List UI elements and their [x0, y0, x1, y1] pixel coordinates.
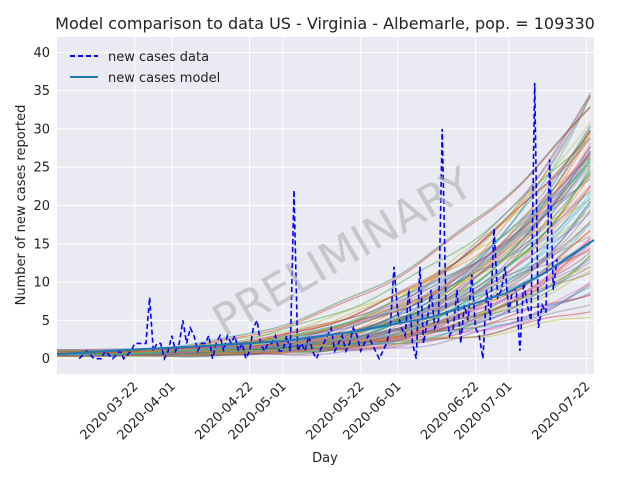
model-ensemble-line	[57, 266, 591, 357]
model-ensemble-line	[57, 132, 591, 357]
legend-model-label: new cases model	[108, 71, 220, 86]
y-tick-labels: 0 5 10 15 20 25 30 35 40	[33, 46, 50, 367]
y-tick-label: 30	[33, 122, 50, 137]
model-ensemble-line	[56, 261, 591, 353]
y-tick-label: 15	[33, 237, 50, 252]
model-ensemble-line	[57, 95, 591, 353]
model-ensemble-line	[57, 237, 591, 354]
y-tick-label: 25	[33, 161, 50, 176]
model-ensemble-line	[56, 121, 591, 354]
model-ensemble-line	[57, 229, 591, 357]
y-tick-label: 35	[33, 84, 50, 99]
model-ensemble-line	[57, 155, 591, 353]
model-ensemble-line	[56, 281, 591, 357]
model-ensemble-line	[56, 172, 591, 354]
model-ensemble-line	[57, 198, 591, 354]
y-tick-label: 0	[42, 352, 50, 367]
model-ensemble-line	[57, 185, 591, 352]
model-ensemble-line	[56, 247, 591, 354]
model-ensemble-line	[57, 247, 591, 355]
model-ensemble-line	[57, 304, 591, 356]
y-tick-label: 40	[33, 46, 50, 61]
model-ensemble-line	[57, 210, 591, 355]
series-new-cases-model	[56, 239, 595, 356]
y-axis-label: Number of new cases reported	[14, 105, 29, 306]
model-ensemble-line	[57, 178, 591, 353]
model-ensemble-line	[56, 258, 591, 356]
model-ensemble-line	[57, 149, 591, 357]
model-ensemble-line	[57, 138, 591, 356]
y-tick-label: 20	[33, 199, 50, 214]
model-ensemble-line	[56, 266, 591, 354]
model-ensemble-line	[57, 132, 591, 353]
model-ensemble-line	[56, 255, 591, 355]
model-ensemble-line	[57, 209, 591, 355]
model-ensemble-line	[57, 242, 591, 352]
model-ensemble-line	[57, 270, 591, 356]
y-tick-label: 5	[42, 314, 50, 329]
model-ensemble-line	[57, 240, 591, 356]
model-ensemble-line	[57, 197, 591, 355]
model-ensemble-line	[57, 174, 591, 356]
model-ensemble-line	[56, 146, 591, 356]
model-ensemble-line	[56, 284, 591, 355]
grid	[57, 37, 594, 374]
legend: new cases data new cases model	[70, 50, 220, 86]
model-ensemble-line	[56, 238, 591, 353]
model-ensemble-line	[57, 165, 591, 355]
model-ensemble-line	[57, 201, 591, 354]
model-ensemble-line	[57, 171, 591, 355]
series-layer	[56, 82, 595, 362]
x-tick-label: 2020-07-22	[529, 379, 593, 443]
chart-title: Model comparison to data US - Virginia -…	[55, 14, 595, 33]
model-ensemble-line	[56, 94, 591, 353]
model-ensemble-line	[57, 200, 591, 358]
series-new-cases-data	[78, 82, 558, 362]
model-ensemble-line	[57, 221, 591, 355]
model-ensemble-line	[57, 272, 591, 352]
model-ensemble-line	[56, 283, 591, 354]
model-ensemble-line	[56, 294, 591, 352]
model-ensemble-line	[56, 223, 591, 358]
model-ensemble-line	[56, 161, 591, 356]
model-ensemble-line	[57, 164, 591, 351]
model-ensemble-line	[56, 316, 591, 352]
model-ensemble-line	[57, 311, 591, 355]
model-ensemble-line	[57, 157, 591, 355]
model-ensemble-line	[56, 136, 591, 355]
model-ensemble-line	[56, 240, 591, 356]
model-ensemble-line	[57, 156, 591, 351]
model-ensemble-line	[57, 292, 591, 357]
model-ensemble-line	[56, 152, 591, 355]
model-ensemble-line	[56, 150, 591, 352]
y-tick-label: 10	[33, 276, 50, 291]
x-axis-label: Day	[312, 451, 338, 466]
legend-data-label: new cases data	[108, 50, 209, 65]
model-ensemble-line	[57, 294, 591, 356]
model-ensemble-line	[56, 174, 591, 352]
model-ensemble-line	[57, 125, 591, 355]
model-ensemble-line	[56, 251, 591, 357]
model-ensemble-line	[56, 169, 591, 357]
model-ensemble-line	[57, 106, 591, 354]
model-ensemble-line	[57, 249, 591, 353]
model-ensemble-line	[57, 244, 591, 355]
model-ensemble-line	[56, 151, 591, 353]
